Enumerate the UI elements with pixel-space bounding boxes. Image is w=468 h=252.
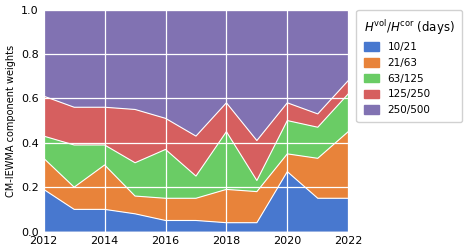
- Legend: 10/21, 21/63, 63/125, 125/250, 250/500: 10/21, 21/63, 63/125, 125/250, 250/500: [357, 10, 462, 122]
- Y-axis label: CM-IEWMA component weights: CM-IEWMA component weights: [6, 45, 15, 197]
